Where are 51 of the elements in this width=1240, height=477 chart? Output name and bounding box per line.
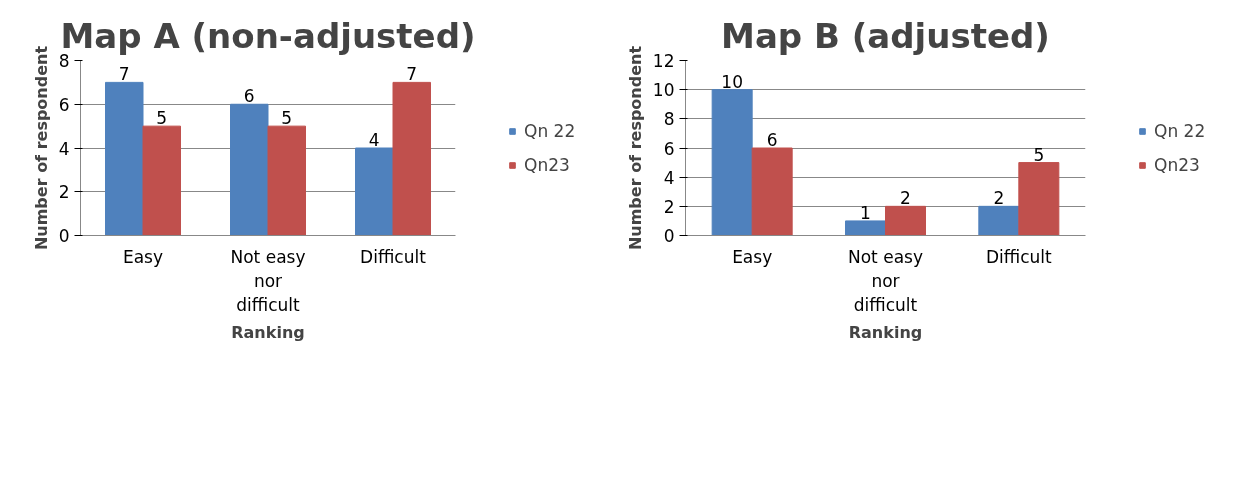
y-tick-label: 2 (663, 196, 675, 217)
x-tick-label: Not easy nor difficult (848, 246, 923, 315)
bar (978, 205, 1020, 236)
data-label: 10 (721, 71, 743, 92)
y-tick-label: 10 (652, 80, 675, 101)
y-tick-label: 8 (58, 51, 70, 71)
data-label: 7 (406, 64, 418, 85)
y-tick-label: 12 (652, 51, 675, 71)
x-tick-label: Difficult (985, 246, 1053, 267)
bar (105, 81, 144, 236)
data-label: 6 (766, 130, 778, 150)
bar (230, 103, 269, 236)
y-tick-label: 4 (663, 167, 675, 188)
legend-label: Qn23 (524, 154, 570, 175)
x-tick-label: Easy (122, 246, 164, 267)
y-tick-label: 8 (663, 109, 675, 130)
bar (142, 125, 181, 236)
y-tick-label: 0 (58, 226, 70, 246)
x-tick-label: Easy (732, 246, 773, 267)
y-tick-label: 6 (58, 94, 70, 115)
y-axis-title: Number of respondent (31, 45, 51, 251)
x-tick-label: Difficult (360, 246, 427, 267)
bar (751, 147, 793, 236)
data-label: 6 (243, 86, 255, 107)
x-axis-title: Ranking (231, 322, 305, 342)
bar (267, 125, 306, 236)
chart-title: Map B (adjusted) (721, 15, 1050, 56)
data-label: 2 (900, 188, 911, 209)
bar (1018, 162, 1060, 236)
y-tick-label: 0 (663, 226, 675, 246)
bar (355, 147, 394, 236)
legend-label: Qn 22 (1154, 120, 1206, 141)
bar (885, 205, 926, 236)
y-tick-label: 2 (58, 182, 70, 203)
y-axis-title: Number of respondent (625, 45, 645, 251)
data-label: 5 (1033, 144, 1045, 165)
y-tick-label: 6 (663, 138, 675, 159)
y-tick-label: 4 (58, 138, 70, 159)
legend-label: Qn 22 (524, 120, 576, 141)
data-label: 5 (281, 108, 293, 129)
data-label: 4 (368, 130, 380, 150)
data-label: 2 (993, 188, 1005, 209)
data-label: 5 (156, 108, 168, 129)
data-label: 7 (118, 64, 130, 85)
x-axis-title: Ranking (848, 322, 923, 342)
legend-label: Qn23 (1154, 154, 1200, 175)
data-label: 1 (860, 202, 871, 223)
bar (845, 220, 886, 236)
x-tick-label: Not easy nor difficult (230, 246, 306, 315)
bar (392, 81, 431, 236)
bar (711, 89, 753, 236)
